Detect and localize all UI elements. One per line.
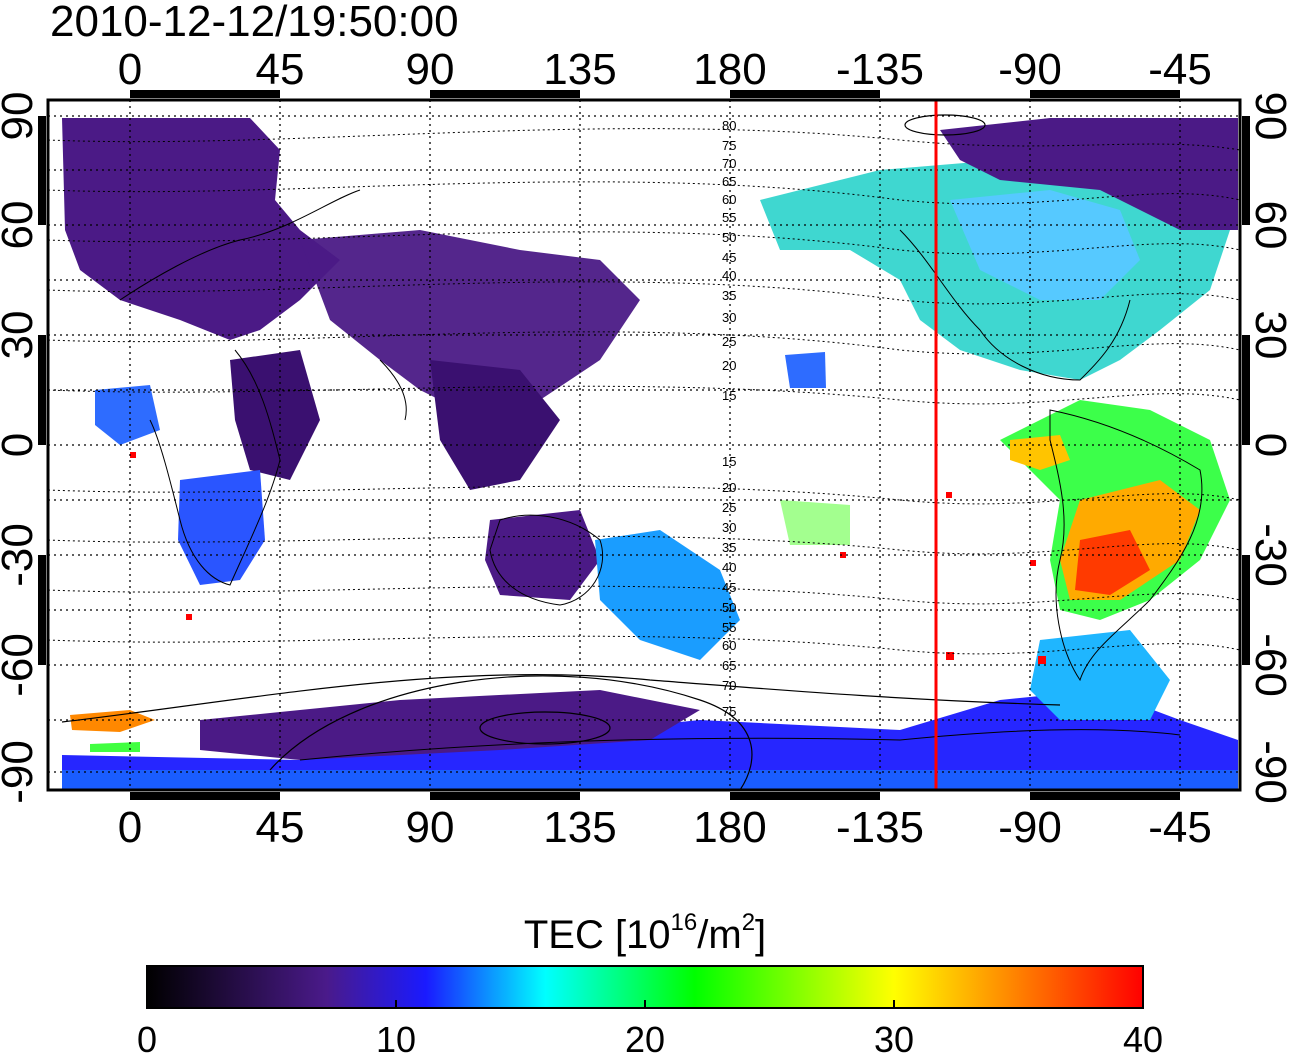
svg-text:20: 20 <box>722 480 736 495</box>
svg-text:65: 65 <box>722 174 736 189</box>
top-tick: 90 <box>406 45 455 94</box>
bottom-tick: 180 <box>693 803 766 852</box>
svg-text:65: 65 <box>722 658 736 673</box>
right-tick: 90 <box>1246 92 1292 141</box>
svg-text:55: 55 <box>722 620 736 635</box>
magnetic-contours <box>48 128 1240 655</box>
bottom-tick: 135 <box>543 803 616 852</box>
left-tick: -30 <box>0 523 42 587</box>
right-tick: -30 <box>1246 523 1292 587</box>
left-tick: 30 <box>0 311 42 360</box>
right-axis: 90 60 30 0 -30 -60 -90 <box>1246 92 1292 804</box>
svg-text:80: 80 <box>722 118 736 133</box>
svg-text:15: 15 <box>722 454 736 469</box>
svg-text:35: 35 <box>722 288 736 303</box>
right-tick: 60 <box>1246 201 1292 250</box>
right-tick: 0 <box>1246 433 1292 457</box>
top-tick: 45 <box>256 45 305 94</box>
bottom-tick: 90 <box>406 803 455 852</box>
timestamp-title: 2010-12-12/19:50:00 <box>50 0 459 46</box>
colorbar-tick: 0 <box>137 1019 157 1057</box>
bottom-tick: -135 <box>836 803 924 852</box>
svg-text:60: 60 <box>722 638 736 653</box>
svg-text:25: 25 <box>722 500 736 515</box>
svg-text:75: 75 <box>722 704 736 719</box>
svg-text:25: 25 <box>722 334 736 349</box>
svg-text:40: 40 <box>722 268 736 283</box>
svg-text:60: 60 <box>722 192 736 207</box>
svg-text:20: 20 <box>722 358 736 373</box>
bottom-tick: 45 <box>256 803 305 852</box>
right-tick: -90 <box>1246 740 1292 804</box>
right-tick: -60 <box>1246 633 1292 697</box>
svg-text:70: 70 <box>722 678 736 693</box>
colorbar-tick: 30 <box>874 1019 914 1057</box>
graticule <box>48 100 1240 790</box>
svg-text:45: 45 <box>722 250 736 265</box>
left-tick: 60 <box>0 201 42 250</box>
colorbar-tick-labels: 0 10 20 30 40 <box>137 1019 1163 1057</box>
bottom-tick: 0 <box>118 803 142 852</box>
svg-text:55: 55 <box>722 210 736 225</box>
svg-text:30: 30 <box>722 520 736 535</box>
top-tick: 0 <box>118 45 142 94</box>
top-axis: 0 45 90 135 180 -135 -90 -45 <box>118 45 1212 94</box>
svg-text:75: 75 <box>722 138 736 153</box>
left-tick: 90 <box>0 92 42 141</box>
top-tick: 180 <box>693 45 766 94</box>
left-tick: 0 <box>0 433 42 457</box>
colorbar-tick: 10 <box>376 1019 416 1057</box>
bottom-axis: 0 45 90 135 180 -135 -90 -45 <box>118 803 1212 852</box>
left-axis: 90 60 30 0 -30 -60 -90 <box>0 92 42 804</box>
colorbar-tick: 20 <box>625 1019 665 1057</box>
colorbar-tick: 40 <box>1123 1019 1163 1057</box>
svg-text:15: 15 <box>722 388 736 403</box>
colorbar-ticks <box>395 1000 895 1008</box>
svg-text:45: 45 <box>722 580 736 595</box>
svg-text:30: 30 <box>722 310 736 325</box>
top-tick: -135 <box>836 45 924 94</box>
bottom-tick: -45 <box>1148 803 1212 852</box>
svg-text:70: 70 <box>722 156 736 171</box>
axis-frame-bars <box>38 90 1250 800</box>
left-tick: -60 <box>0 633 42 697</box>
top-tick: 135 <box>543 45 616 94</box>
right-tick: 30 <box>1246 311 1292 360</box>
top-tick: -45 <box>1148 45 1212 94</box>
bottom-tick: -90 <box>998 803 1062 852</box>
svg-text:50: 50 <box>722 600 736 615</box>
polar-contours <box>61 114 1061 790</box>
contour-labels-lower: 15 20 25 30 35 40 45 50 55 60 65 70 75 <box>722 454 736 719</box>
map-frame <box>46 98 1242 792</box>
svg-text:35: 35 <box>722 540 736 555</box>
map-area: 80 75 70 65 60 55 50 45 40 35 30 25 20 1… <box>48 100 1240 790</box>
svg-text:50: 50 <box>722 230 736 245</box>
left-tick: -90 <box>0 740 42 804</box>
top-tick: -90 <box>998 45 1062 94</box>
svg-text:40: 40 <box>722 560 736 575</box>
contour-labels-upper: 80 75 70 65 60 55 50 45 40 35 30 25 20 1… <box>722 118 736 403</box>
colorbar-title: TEC [1016/m2] <box>524 909 766 957</box>
